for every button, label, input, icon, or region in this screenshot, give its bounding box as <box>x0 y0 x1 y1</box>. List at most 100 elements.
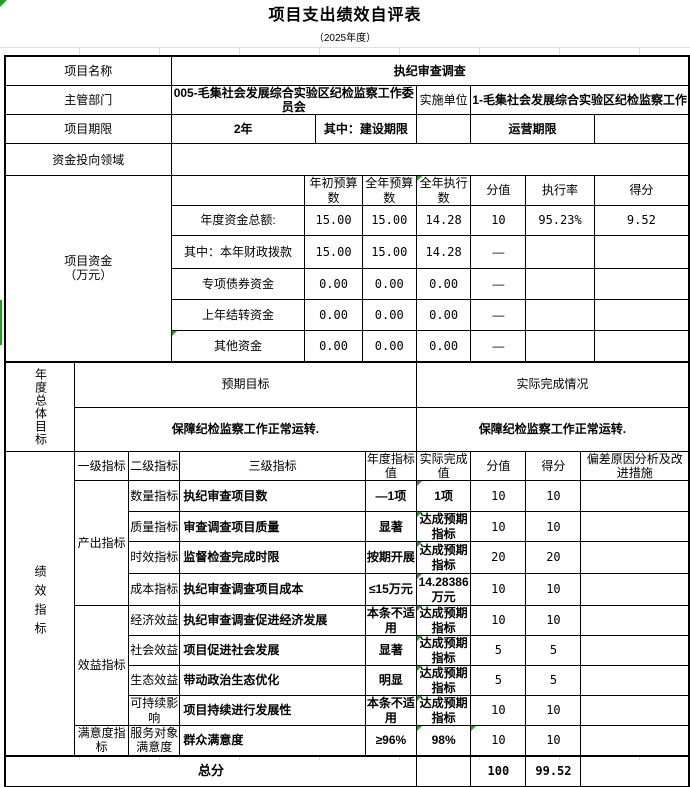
project-name-cell: 执纪审查调查 <box>170 55 690 86</box>
funds-row-begin: 15.00 <box>304 205 363 237</box>
fund-area-label-cell: 资金投向领域 <box>4 143 172 177</box>
ind-target: 按期开展 <box>364 541 417 575</box>
ind-target: ≤15万元 <box>364 573 417 607</box>
row-indicator-header: 绩效指标 一级指标 二级指标 三级指标 年度指标值 实际完成值 分值 得分 偏差… <box>4 450 690 757</box>
ind-actual: 98% <box>415 724 472 757</box>
impl-cell: 1-毛集社会发展综合实验区纪检监察工作 <box>470 84 690 116</box>
ind-target: 本条不适用 <box>364 605 417 637</box>
funds-row-full: 15.00 <box>361 235 417 270</box>
goal-actual-cell: 保障纪检监察工作正常运转. <box>415 406 690 452</box>
funds-row-begin: 0.00 <box>304 268 363 301</box>
ind-actual: 达成预期指标 <box>415 635 472 667</box>
indicator-row: 可持续影响 项目持续进行发展性 本条不适用 达成预期指标 10 10 <box>5 695 690 726</box>
funds-row-begin: 0.00 <box>304 299 363 332</box>
funds-row-exec: 0.00 <box>415 330 472 363</box>
funds-header-full: 全年预算数 <box>361 175 417 207</box>
ind-deviation <box>580 635 690 667</box>
ind-l3: 执纪审查调查促进经济发展 <box>179 605 366 637</box>
funds-row-full: 15.00 <box>361 205 417 237</box>
ind-l2: 生态效益 <box>128 665 181 697</box>
excel-a1-corner-flag-icon <box>0 0 7 7</box>
total-points-cell: 100 <box>470 754 527 787</box>
ind-score: 10 <box>525 480 582 513</box>
performance-self-eval-table: 项目名称 执纪审查调查 主管部门 005-毛集社会发展综合实验区纪检监察工作委员… <box>4 55 690 787</box>
funds-row-score <box>593 268 690 301</box>
row-dept: 主管部门 005-毛集社会发展综合实验区纪检监察工作委员会 实施单位 1-毛集社… <box>4 84 690 116</box>
ind-l2: 时效指标 <box>128 541 181 575</box>
funds-row-name: 其中：本年财政拨款 <box>170 235 306 270</box>
funds-label-cell: 项目资金 （万元） <box>4 175 172 363</box>
group-benefit-cell: 效益指标 <box>73 605 130 726</box>
ind-points: 10 <box>470 605 527 637</box>
excel-left-edge-marker <box>0 300 2 345</box>
total-deviation-cell <box>580 754 690 787</box>
ind-header-actual: 实际完成值 <box>415 450 472 482</box>
ind-l3: 群众满意度 <box>179 724 366 757</box>
funds-row: 其中：本年财政拨款 15.00 15.00 14.28 — <box>5 235 690 270</box>
funds-row-points: — <box>470 299 527 332</box>
row-project-name: 项目名称 执纪审查调查 <box>4 55 690 86</box>
build-period-cell <box>415 114 472 145</box>
funds-row-exec: 0.00 <box>415 299 472 332</box>
ind-l3: 执纪审查项目数 <box>179 480 366 513</box>
funds-header-score: 得分 <box>593 175 690 207</box>
total-blank-cell <box>415 754 472 787</box>
funds-row-exec: 0.00 <box>415 268 472 301</box>
funds-header-points: 分值 <box>470 175 527 207</box>
ind-deviation <box>580 511 690 543</box>
indicator-row: 时效指标 监督检查完成时限 按期开展 达成预期指标 20 20 <box>5 541 690 575</box>
ind-header-l1: 一级指标 <box>73 450 130 482</box>
period-cell: 2年 <box>170 114 316 145</box>
ind-target: 本条不适用 <box>364 695 417 726</box>
indicator-row: 社会效益 项目促进社会发展 显著 达成预期指标 5 5 <box>5 635 690 667</box>
funds-row-name: 专项债券资金 <box>170 268 306 301</box>
funds-row-name: 上年结转资金 <box>170 299 306 332</box>
indicator-row: 成本指标 执纪审查调查项目成本 ≤15万元 14.28386万元 10 10 <box>5 573 690 607</box>
ind-header-score: 得分 <box>525 450 582 482</box>
funds-row: 其他资金 0.00 0.00 0.00 — <box>5 330 690 363</box>
sheet-title: 项目支出绩效自评表 <box>268 7 422 24</box>
funds-row-score: 9.52 <box>593 205 690 237</box>
ind-l2: 可持续影响 <box>128 695 181 726</box>
ind-deviation <box>580 695 690 726</box>
funds-row-full: 0.00 <box>361 268 417 301</box>
funds-header-begin: 年初预算数 <box>304 175 363 207</box>
funds-row-score <box>593 299 690 332</box>
dept-label-cell: 主管部门 <box>4 84 172 116</box>
row-period: 项目期限 2年 其中：建设期限 运营期限 <box>4 114 690 145</box>
ind-score: 10 <box>525 573 582 607</box>
ind-actual: 达成预期指标 <box>415 511 472 543</box>
ind-points: 10 <box>470 724 527 757</box>
ind-actual: 14.28386万元 <box>415 573 472 607</box>
project-name-label-cell: 项目名称 <box>4 55 172 86</box>
ind-l2: 服务对象满意度 <box>128 724 181 757</box>
ind-target: ≥96% <box>364 724 417 757</box>
group-output-cell: 产出指标 <box>73 480 130 607</box>
funds-row-score <box>593 235 690 270</box>
funds-row-rate <box>525 235 595 270</box>
dept-cell: 005-毛集社会发展综合实验区纪检监察工作委员会 <box>170 84 417 116</box>
ind-points: 10 <box>470 573 527 607</box>
total-label-cell: 总分 <box>4 754 417 787</box>
indicator-row: 质量指标 审查调查项目质量 显著 达成预期指标 10 10 <box>5 511 690 543</box>
ind-points: 20 <box>470 541 527 575</box>
funds-label-line1: 项目资金 <box>64 254 113 269</box>
ind-actual: 达成预期指标 <box>415 541 472 575</box>
row-goal-values: 保障纪检监察工作正常运转. 保障纪检监察工作正常运转. <box>5 406 690 452</box>
ind-score: 10 <box>525 724 582 757</box>
ind-l2: 质量指标 <box>128 511 181 543</box>
indicator-row: 效益指标 经济效益 执纪审查调查促进经济发展 本条不适用 达成预期指标 10 1… <box>5 605 690 726</box>
ind-target: 明显 <box>364 665 417 697</box>
indicator-row: 生态效益 带动政治生态优化 明显 达成预期指标 5 5 <box>5 665 690 697</box>
row-fund-area: 资金投向领域 <box>4 143 690 177</box>
ind-header-l3: 三级指标 <box>179 450 366 482</box>
funds-row-begin: 0.00 <box>304 330 363 363</box>
total-score-cell: 99.52 <box>525 754 582 787</box>
ind-deviation <box>580 480 690 513</box>
indicator-row: 产出指标 数量指标 执纪审查项目数 —1项 1项 10 10 <box>5 480 690 607</box>
impl-label-cell: 实施单位 <box>415 84 472 116</box>
funds-row-name: 其他资金 <box>170 330 306 363</box>
sheet-subtitle: （2025年度） <box>313 33 377 44</box>
ind-actual: 达成预期指标 <box>415 605 472 637</box>
ind-l3: 带动政治生态优化 <box>179 665 366 697</box>
